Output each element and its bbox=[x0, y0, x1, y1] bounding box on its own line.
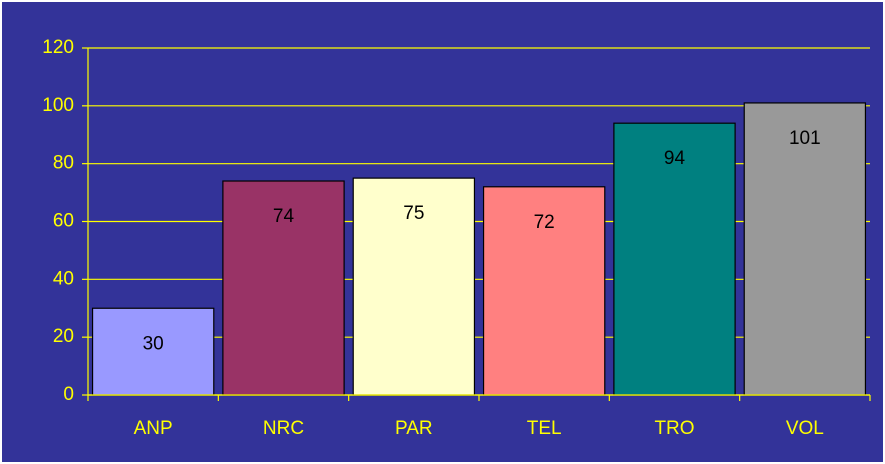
y-tick-label: 0 bbox=[63, 384, 74, 405]
x-tick-label: ANP bbox=[134, 418, 173, 439]
data-label: 74 bbox=[273, 206, 295, 227]
data-label: 75 bbox=[403, 203, 424, 224]
y-tick-label: 120 bbox=[42, 37, 74, 58]
data-label: 30 bbox=[143, 333, 164, 354]
y-tick-label: 60 bbox=[53, 211, 74, 232]
bar bbox=[482, 186, 606, 396]
y-tick-label: 100 bbox=[42, 95, 74, 116]
x-tick-label: TEL bbox=[527, 418, 562, 439]
x-tick-label: PAR bbox=[395, 418, 433, 439]
bar bbox=[352, 177, 476, 396]
data-label: 72 bbox=[534, 212, 555, 233]
bar bbox=[743, 102, 867, 396]
x-tick-label: VOL bbox=[786, 418, 824, 439]
data-label: 101 bbox=[789, 128, 821, 149]
x-tick-label: TRO bbox=[654, 418, 694, 439]
y-tick-label: 40 bbox=[53, 268, 74, 289]
bar bbox=[613, 122, 736, 396]
bar bbox=[222, 180, 345, 396]
y-tick-label: 80 bbox=[53, 153, 74, 174]
x-tick-label: NRC bbox=[263, 418, 304, 439]
y-tick-label: 20 bbox=[53, 326, 74, 347]
data-label: 94 bbox=[664, 148, 686, 169]
